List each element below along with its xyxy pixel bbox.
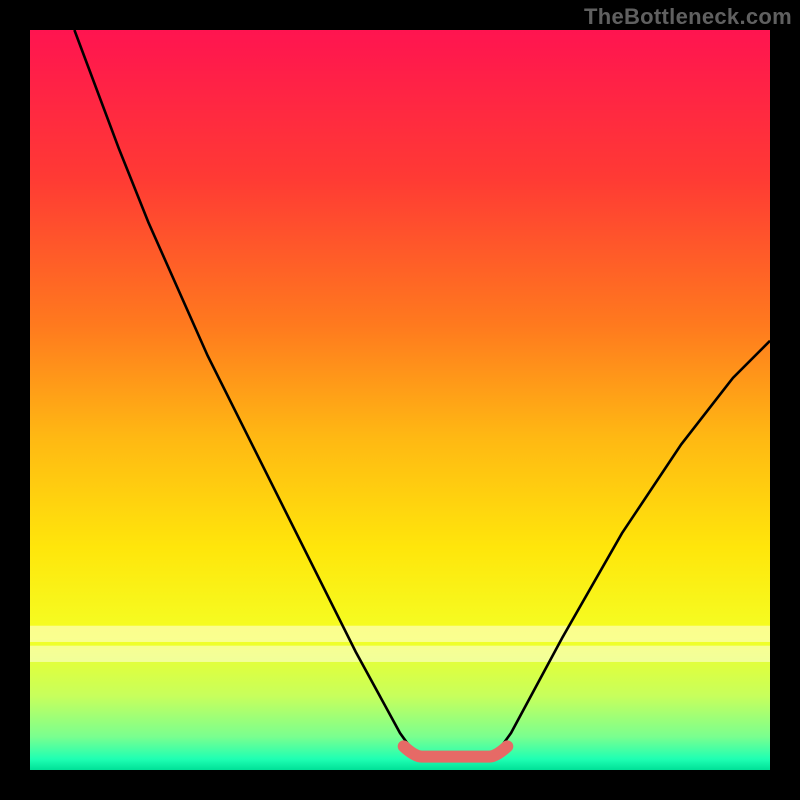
bottleneck-chart (30, 30, 770, 770)
watermark-text: TheBottleneck.com (584, 4, 792, 30)
